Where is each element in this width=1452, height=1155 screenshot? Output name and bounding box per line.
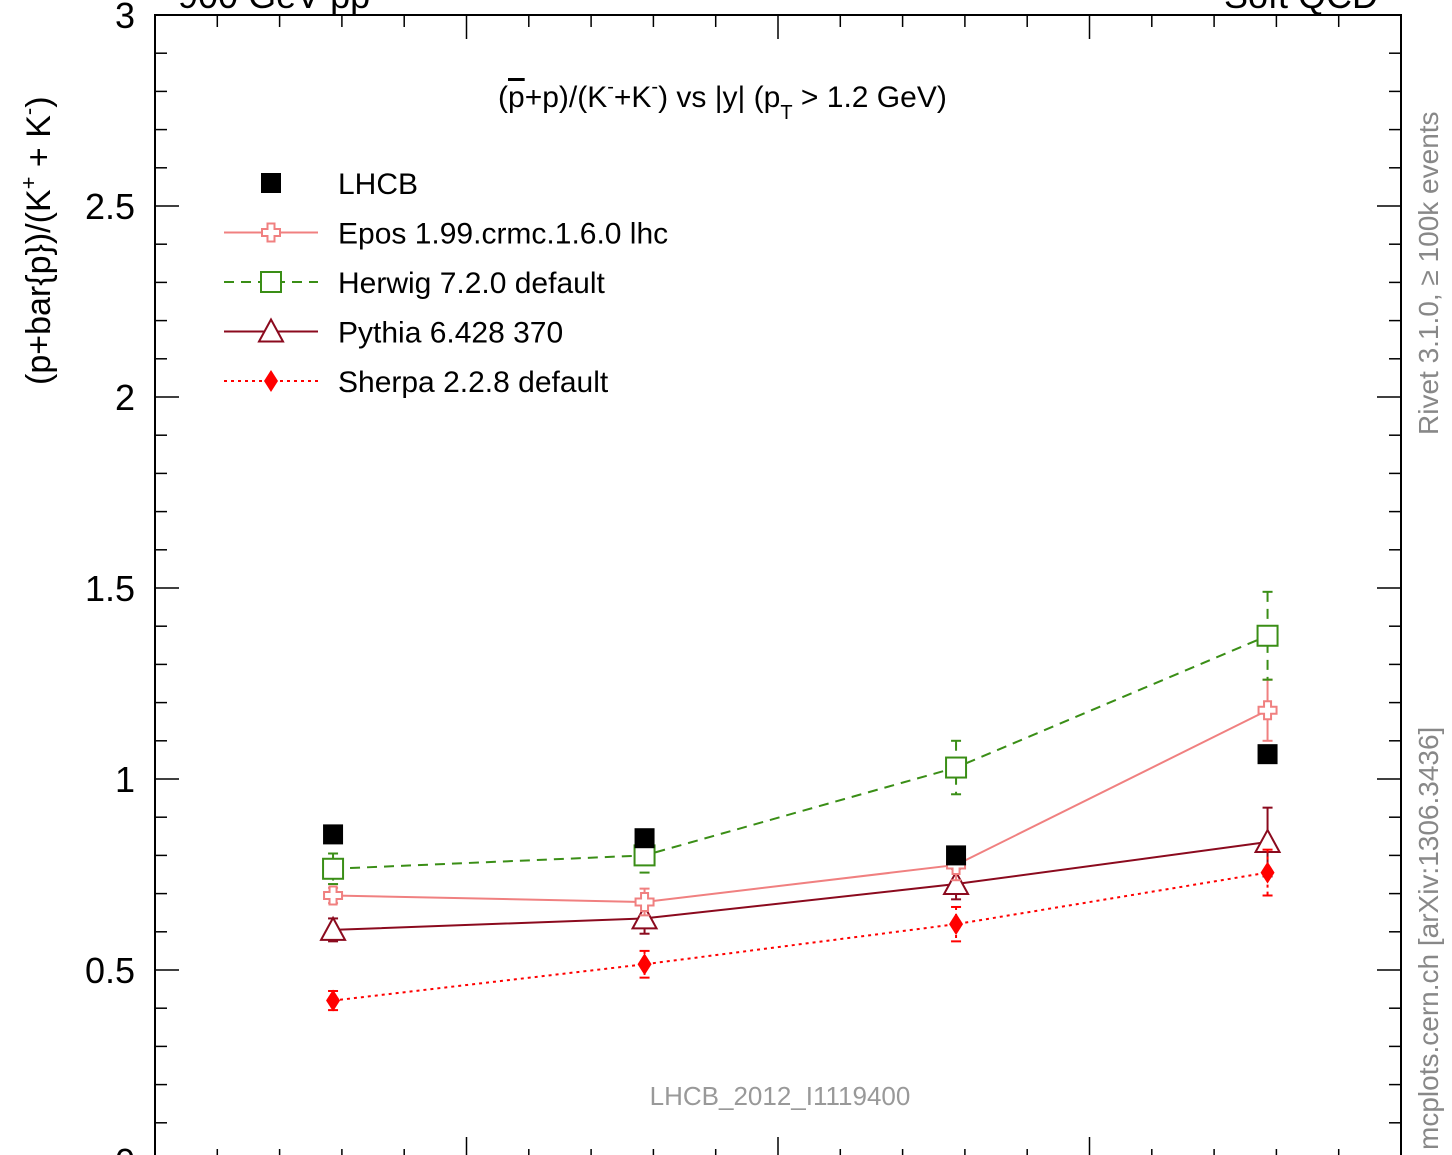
series-line-pythia (333, 841, 1268, 931)
data-point (634, 828, 655, 849)
data-point (326, 989, 341, 1012)
data-point (633, 844, 656, 867)
series-layer (319, 590, 1282, 1012)
y-tick-label: 1 (115, 759, 135, 800)
legend-entry: LHCB (261, 168, 418, 201)
side-label-mcplots: mcplots.cern.ch [arXiv:1306.3436] (1413, 727, 1444, 1150)
top-right-title: Soft QCD (1224, 0, 1378, 16)
data-point (323, 824, 344, 845)
legend-entry: Pythia 6.428 370 (224, 317, 563, 350)
legend-label: Herwig 7.2.0 default (338, 267, 605, 300)
legend-entry: Herwig 7.2.0 default (224, 267, 605, 300)
legend-label: Sherpa 2.2.8 default (338, 366, 609, 399)
data-point (634, 892, 655, 913)
legend-marker (260, 271, 282, 293)
y-tick-label: 3 (115, 0, 135, 36)
y-tick-label: 0.5 (85, 950, 135, 991)
legend-label: LHCB (338, 168, 418, 201)
top-titles: 900 GeV pp Soft QCD (178, 0, 1378, 16)
data-point (1257, 700, 1278, 721)
series-pythia (319, 806, 1282, 943)
pbar-symbol: p (508, 81, 525, 114)
legend-entry: Epos 1.99.crmc.1.6.0 lhc (224, 218, 668, 251)
legend-label: Pythia 6.428 370 (338, 317, 563, 350)
side-label-rivet: Rivet 3.1.0, ≥ 100k events (1413, 111, 1444, 435)
series-sherpa (326, 848, 1275, 1012)
series-herwig (322, 590, 1279, 886)
axis-ticks (154, 14, 1402, 1155)
top-left-title: 900 GeV pp (178, 0, 370, 16)
legend-marker (264, 370, 278, 392)
y-tick-label: 2.5 (85, 186, 135, 227)
y-axis-label: (p+bar{p})/(K+ + K-) (16, 96, 58, 385)
y-tick-label: 2 (115, 377, 135, 418)
inner-title: (p+p)/(K-+K-) vs |y| (pT > 1.2 GeV) (498, 76, 947, 124)
series-epos (323, 678, 1278, 917)
legend-marker (261, 173, 281, 193)
legend-label: Epos 1.99.crmc.1.6.0 lhc (338, 218, 668, 251)
y-tick-label: 1.5 (85, 568, 135, 609)
legend-marker (261, 222, 281, 243)
data-point (942, 869, 970, 896)
series-line-herwig (333, 634, 1268, 870)
data-point (637, 953, 652, 976)
data-point (1256, 624, 1279, 647)
y-tick-label: 0 (115, 1141, 135, 1155)
y-tick-labels: 0 0.5 1 1.5 2 2.5 3 (85, 0, 135, 1155)
data-point (949, 913, 964, 936)
data-point (323, 885, 344, 906)
data-point (322, 857, 345, 880)
series-data (323, 744, 1278, 866)
legend-entry: Sherpa 2.2.8 default (224, 366, 609, 399)
data-point (946, 845, 967, 866)
legend: LHCB Epos 1.99.crmc.1.6.0 lhc Herwig 7.2.0… (224, 168, 668, 399)
series-line-epos (333, 709, 1268, 904)
legend-marker (257, 317, 285, 343)
watermark: LHCB_2012_I1119400 (650, 1081, 911, 1111)
series-line-sherpa (332, 871, 1268, 1002)
data-point (945, 756, 968, 779)
data-point (1257, 744, 1278, 765)
data-point (319, 915, 347, 941)
data-point (630, 904, 659, 930)
data-point (1260, 861, 1275, 884)
